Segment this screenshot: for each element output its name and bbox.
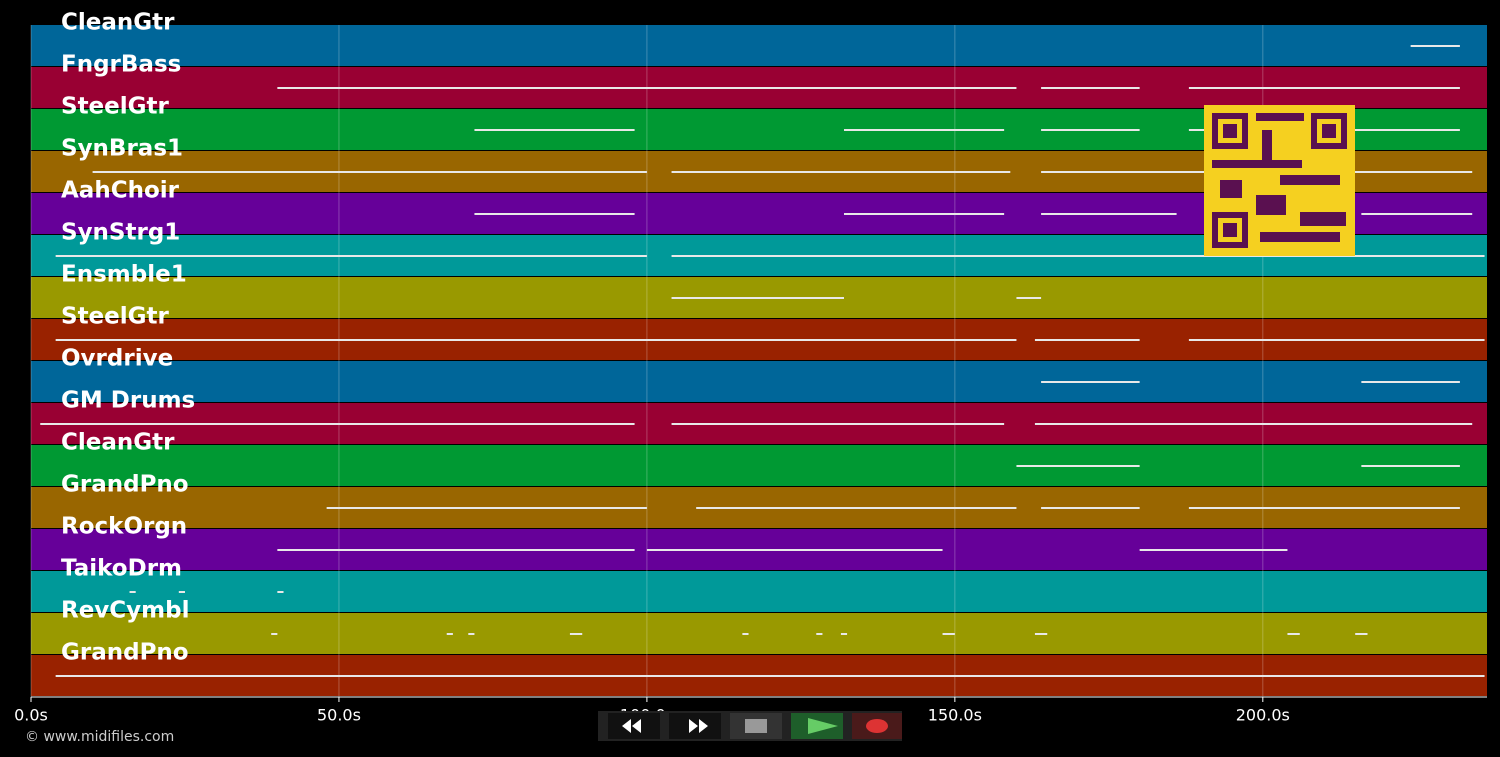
- x-tick-label: 50.0s: [317, 706, 361, 725]
- track-row: [31, 613, 1487, 654]
- qr-code: [1204, 105, 1355, 256]
- track-row: [31, 571, 1487, 612]
- track-label: CleanGtr: [61, 430, 175, 456]
- track-label: Ensmble1: [61, 262, 187, 288]
- track-label: Ovrdrive: [61, 346, 173, 372]
- track-label: TaikoDrm: [61, 556, 182, 582]
- track-row: [31, 25, 1487, 66]
- track-label: SteelGtr: [61, 94, 170, 120]
- track-label: SteelGtr: [61, 304, 170, 330]
- track-label: GM Drums: [61, 388, 195, 414]
- x-tick-label: 200.0s: [1236, 706, 1290, 725]
- track-label: RockOrgn: [61, 514, 187, 540]
- credit: © www.midifiles.com: [25, 729, 174, 745]
- track-label: CleanGtr: [61, 10, 175, 36]
- rewind-button[interactable]: [608, 713, 660, 739]
- track-label: AahChoir: [61, 178, 180, 204]
- track-label: SynStrg1: [61, 220, 180, 246]
- record-button[interactable]: [852, 713, 902, 739]
- stop-button[interactable]: [730, 713, 782, 739]
- track-label: RevCymbl: [61, 598, 190, 624]
- track-row: [31, 445, 1487, 486]
- forward-button[interactable]: [669, 713, 721, 739]
- track-label: GrandPno: [61, 472, 189, 498]
- track-row: [31, 361, 1487, 402]
- track-label: SynBras1: [61, 136, 183, 162]
- track-label: GrandPno: [61, 640, 189, 666]
- transport-controls: [598, 711, 902, 741]
- x-tick-label: 150.0s: [928, 706, 982, 725]
- x-tick-label: 0.0s: [14, 706, 48, 725]
- play-button[interactable]: [791, 713, 843, 739]
- track-label: FngrBass: [61, 52, 181, 78]
